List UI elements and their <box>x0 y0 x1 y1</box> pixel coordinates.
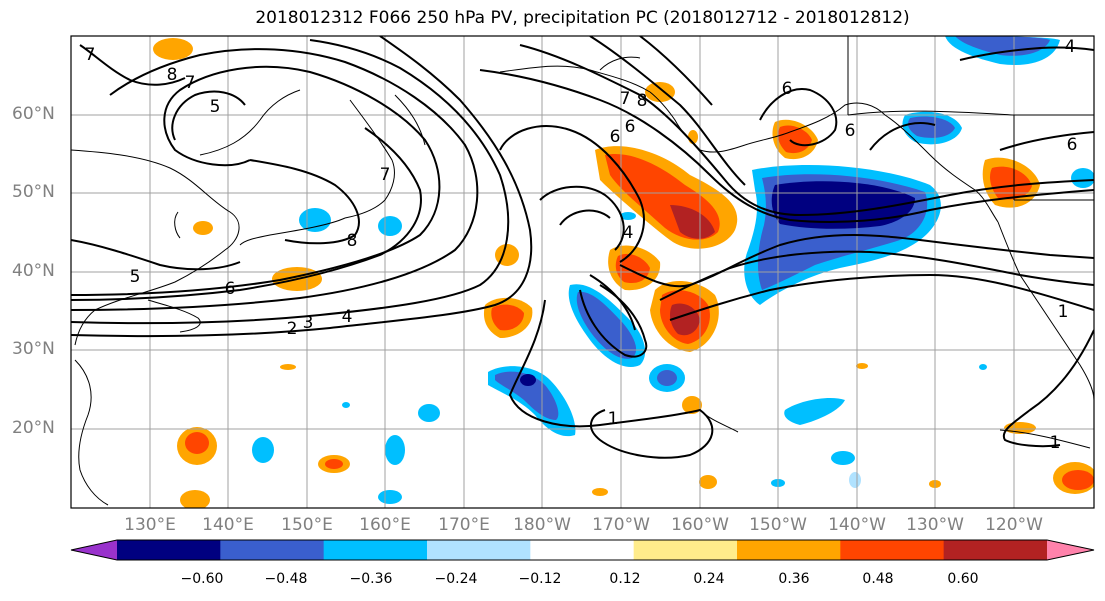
lon-label-130w: 130°W <box>906 515 964 535</box>
colorbar-tick-label: −0.24 <box>434 571 478 587</box>
lon-label-180w: 180°W <box>513 515 571 535</box>
lon-label-140e: 140°E <box>202 515 254 535</box>
contour-labels: 7 8 7 5 7 8 6 5 2 3 4 7 8 6 6 4 6 6 6 1 … <box>85 37 1078 453</box>
lon-label-160w: 160°W <box>671 515 729 535</box>
contour-label: 7 <box>620 89 631 109</box>
lat-label-50n: 50°N <box>12 182 55 202</box>
colorbar-tick-label: −0.60 <box>180 571 224 587</box>
colorbar-tick-label: 0.12 <box>609 571 641 587</box>
colorbar-tick-label: 0.48 <box>862 571 894 587</box>
contour-label: 1 <box>608 409 619 429</box>
contour-label: 7 <box>380 165 391 185</box>
contour-label: 8 <box>167 65 178 85</box>
colorbar-tick-label: 0.36 <box>778 571 810 587</box>
contour-label: 5 <box>130 267 141 287</box>
colorbar-tick-label: 0.60 <box>947 571 979 587</box>
contour-label: 2 <box>287 319 298 339</box>
map-title: 2018012312 F066 250 hPa PV, precipitatio… <box>255 8 910 28</box>
colorbar-tick-label: −0.48 <box>264 571 308 587</box>
lon-label-150e: 150°E <box>281 515 333 535</box>
contour-label: 6 <box>845 121 856 141</box>
lon-label-150w: 150°W <box>749 515 807 535</box>
contour-label: 7 <box>185 73 196 93</box>
contour-label: 4 <box>1065 37 1076 57</box>
lat-label-30n: 30°N <box>12 339 55 359</box>
lat-label-60n: 60°N <box>12 104 55 124</box>
contour-label: 4 <box>342 307 353 327</box>
contour-label: 8 <box>347 231 358 251</box>
lon-label-170w: 170°W <box>592 515 650 535</box>
contour-label: 6 <box>225 279 236 299</box>
lon-label-140w: 140°W <box>828 515 886 535</box>
colorbar-tick-label: −0.36 <box>349 571 393 587</box>
contour-label: 6 <box>625 117 636 137</box>
contour-label: 6 <box>782 79 793 99</box>
contour-label: 1 <box>1058 302 1069 322</box>
contour-label: 5 <box>210 97 221 117</box>
lon-label-160e: 160°E <box>359 515 411 535</box>
contour-label: 1 <box>1050 433 1061 453</box>
lon-label-120w: 120°W <box>985 515 1043 535</box>
map-frame <box>70 35 1095 509</box>
lon-label-170e: 170°E <box>438 515 490 535</box>
map-gridlines <box>71 36 1094 508</box>
colorbar-tick-label: −0.12 <box>518 571 562 587</box>
contour-label: 6 <box>610 127 621 147</box>
pv-contours <box>71 36 1094 459</box>
contour-label: 4 <box>623 223 634 243</box>
contour-label: 8 <box>637 91 648 111</box>
lat-label-40n: 40°N <box>12 261 55 281</box>
lat-label-20n: 20°N <box>12 418 55 438</box>
contour-label: 3 <box>303 313 314 333</box>
contour-label: 6 <box>1067 135 1078 155</box>
contour-label: 7 <box>85 45 96 65</box>
lon-label-130e: 130°E <box>124 515 176 535</box>
colorbar-tick-label: 0.24 <box>693 571 725 587</box>
